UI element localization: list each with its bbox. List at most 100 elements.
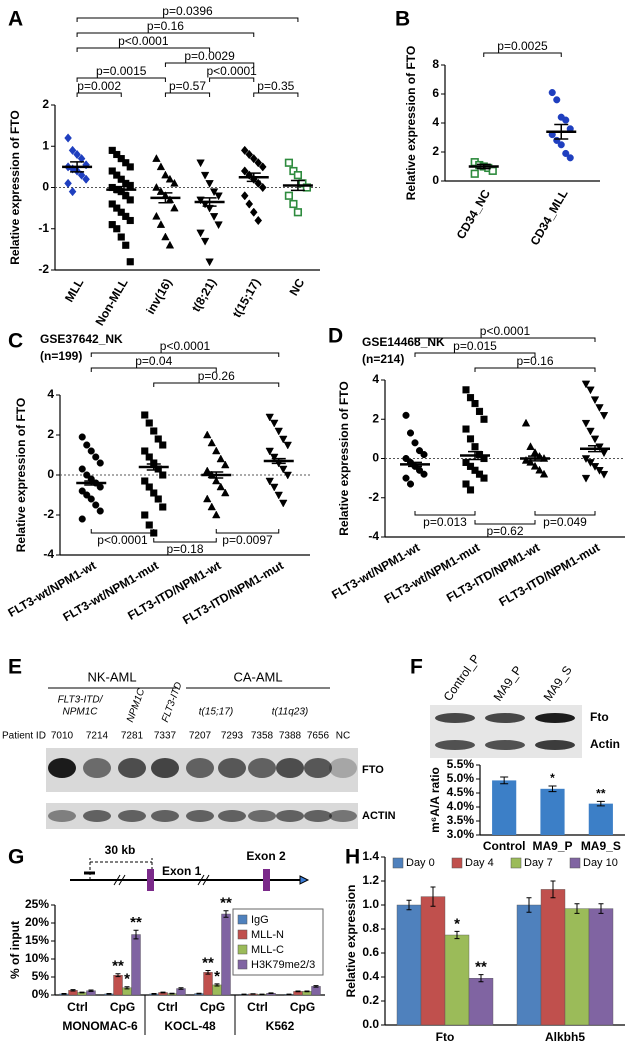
data-point bbox=[221, 488, 230, 497]
y-tick-label: 2 bbox=[432, 144, 439, 158]
data-point bbox=[159, 503, 167, 511]
y-tick-label: 0% bbox=[32, 987, 50, 1001]
data-point bbox=[77, 154, 86, 164]
error-bar bbox=[295, 990, 301, 993]
data-point bbox=[64, 178, 72, 188]
error-bar bbox=[61, 993, 67, 995]
data-point bbox=[165, 174, 175, 183]
data-point bbox=[214, 221, 223, 230]
group-label: MONOMAC-6 bbox=[62, 1019, 138, 1033]
data-point bbox=[207, 438, 216, 447]
data-point bbox=[402, 474, 410, 482]
p-value: p=0.0025 bbox=[497, 39, 548, 53]
control-lane-label: NC bbox=[336, 731, 350, 742]
data-point bbox=[126, 181, 134, 189]
data-point bbox=[553, 96, 561, 104]
data-point bbox=[122, 241, 130, 249]
comparison-bracket bbox=[76, 17, 299, 22]
significance: ** bbox=[130, 914, 142, 931]
data-point bbox=[289, 166, 298, 176]
blot-band bbox=[485, 713, 525, 723]
data-point bbox=[521, 455, 531, 464]
data-point bbox=[279, 499, 288, 508]
error-bar bbox=[223, 910, 229, 918]
error-bar bbox=[70, 989, 76, 992]
data-point bbox=[78, 515, 86, 523]
data-point bbox=[289, 199, 298, 209]
comparison-bracket bbox=[76, 77, 166, 82]
legend-label: Day 4 bbox=[465, 857, 494, 869]
band-label: Actin bbox=[590, 737, 620, 751]
error-bar bbox=[124, 986, 130, 990]
comparison-bracket bbox=[414, 337, 596, 342]
error-bar bbox=[178, 987, 184, 990]
data-point bbox=[154, 495, 162, 503]
y-tick-label: 0.8 bbox=[362, 921, 379, 935]
blot-band bbox=[118, 758, 146, 778]
y-tick-label: 25% bbox=[25, 897, 49, 911]
error-bar bbox=[106, 993, 112, 995]
data-point bbox=[258, 162, 267, 172]
sem-bar bbox=[246, 172, 261, 183]
sem-bar bbox=[114, 185, 129, 194]
blot-band bbox=[248, 758, 276, 778]
sem-bar bbox=[588, 444, 602, 453]
x-tick-label: Fto bbox=[436, 1030, 455, 1044]
y-tick-label: 0 bbox=[372, 451, 379, 465]
data-point bbox=[466, 462, 475, 470]
data-point bbox=[595, 467, 604, 475]
significance: ** bbox=[220, 895, 232, 912]
p-value: p=0.0396 bbox=[162, 4, 213, 18]
data-point bbox=[258, 182, 267, 193]
patient-id: 7337 bbox=[154, 731, 177, 742]
p-value: p=0.0029 bbox=[184, 49, 235, 63]
blot-band bbox=[304, 810, 332, 822]
error-bar bbox=[169, 992, 175, 995]
data-point bbox=[196, 229, 205, 238]
y-tick-label: 1.0 bbox=[362, 897, 379, 911]
error-bar bbox=[406, 899, 412, 911]
subtype-label: NPM1C bbox=[62, 707, 98, 718]
group-label: NK-AML bbox=[87, 669, 136, 684]
x-tick-label: Ctrl bbox=[247, 1000, 268, 1014]
data-point bbox=[562, 116, 570, 124]
data-point bbox=[150, 427, 158, 435]
data-point bbox=[161, 170, 170, 179]
data-point bbox=[214, 192, 223, 201]
data-point bbox=[466, 486, 475, 494]
data-point bbox=[117, 155, 125, 163]
y-tick-label: 2 bbox=[47, 427, 54, 441]
error-bar bbox=[268, 992, 274, 995]
bar bbox=[113, 975, 123, 996]
data-point bbox=[245, 149, 254, 160]
exon-label: Exon 1 bbox=[162, 864, 202, 878]
data-point bbox=[96, 459, 104, 467]
sem-bar bbox=[84, 480, 99, 486]
data-point bbox=[411, 439, 419, 447]
data-point bbox=[279, 465, 288, 474]
comparison-bracket bbox=[483, 52, 562, 57]
p-value: p=0.35 bbox=[257, 79, 294, 93]
patient-id: 7010 bbox=[51, 731, 74, 742]
p-value: p=0.0015 bbox=[96, 64, 147, 78]
data-point bbox=[599, 470, 609, 479]
legend-label: Day 0 bbox=[406, 857, 435, 869]
panel-label: B bbox=[395, 8, 410, 31]
data-point bbox=[471, 443, 479, 451]
x-tick-label: CpG bbox=[200, 1000, 225, 1014]
data-point bbox=[87, 447, 95, 455]
x-tick-label: CpG bbox=[110, 1000, 135, 1014]
data-point bbox=[68, 145, 77, 155]
y-tick-label: -2 bbox=[368, 490, 379, 504]
data-point bbox=[562, 149, 570, 157]
group-label: K562 bbox=[266, 1019, 295, 1033]
sem-bar bbox=[528, 455, 542, 462]
data-point bbox=[521, 418, 531, 427]
data-point bbox=[581, 380, 591, 389]
data-point bbox=[122, 212, 130, 220]
bar bbox=[444, 934, 470, 1026]
legend-swatch bbox=[569, 857, 581, 869]
p-value: p<0.0001 bbox=[160, 339, 211, 353]
